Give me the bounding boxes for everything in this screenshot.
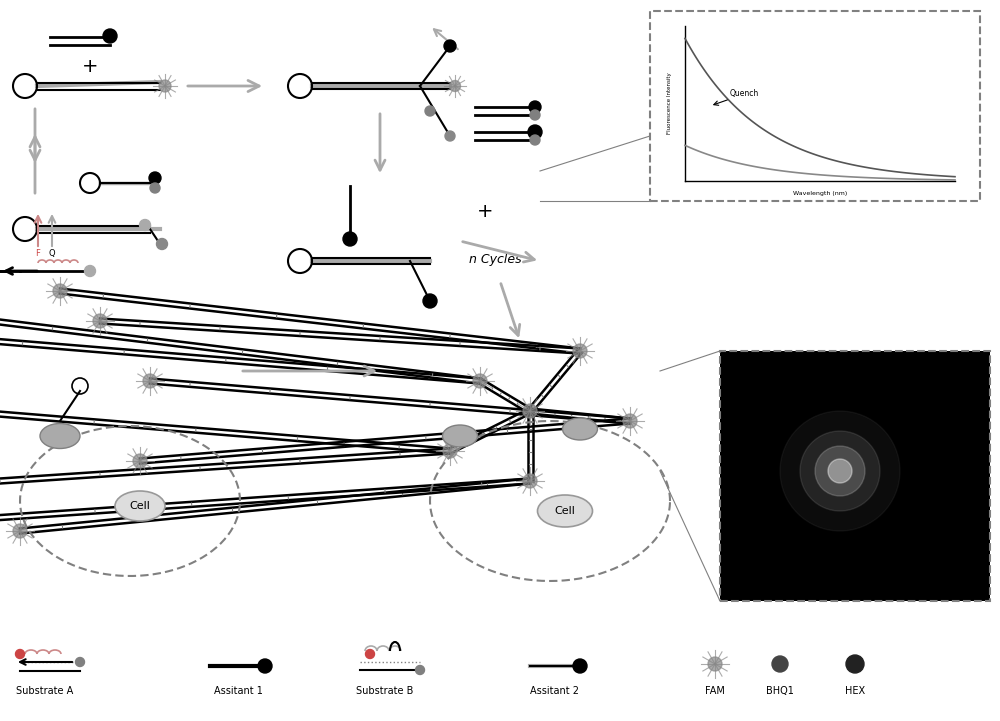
Circle shape bbox=[523, 474, 537, 488]
Circle shape bbox=[416, 665, 424, 675]
Circle shape bbox=[53, 284, 67, 298]
Text: HEX: HEX bbox=[845, 686, 865, 696]
Circle shape bbox=[780, 411, 900, 531]
FancyBboxPatch shape bbox=[720, 351, 990, 601]
Circle shape bbox=[623, 414, 637, 428]
Text: +: + bbox=[82, 56, 98, 76]
Ellipse shape bbox=[115, 491, 165, 521]
Text: F: F bbox=[36, 249, 40, 258]
FancyBboxPatch shape bbox=[650, 11, 980, 201]
Ellipse shape bbox=[538, 495, 592, 527]
Text: Fluorescence Intensity: Fluorescence Intensity bbox=[667, 73, 672, 134]
Circle shape bbox=[159, 80, 171, 92]
Circle shape bbox=[84, 265, 96, 276]
Circle shape bbox=[443, 444, 457, 458]
Circle shape bbox=[143, 374, 157, 388]
Circle shape bbox=[708, 657, 722, 671]
Circle shape bbox=[846, 655, 864, 673]
Text: BHQ1: BHQ1 bbox=[766, 686, 794, 696]
Circle shape bbox=[93, 314, 107, 328]
Circle shape bbox=[13, 524, 27, 538]
Circle shape bbox=[523, 404, 537, 418]
Circle shape bbox=[772, 656, 788, 672]
Text: Q: Q bbox=[49, 249, 55, 258]
Circle shape bbox=[103, 29, 117, 43]
Circle shape bbox=[425, 106, 435, 116]
Text: Cell: Cell bbox=[555, 506, 575, 516]
Circle shape bbox=[133, 454, 147, 468]
Circle shape bbox=[343, 232, 357, 246]
Text: FAM: FAM bbox=[705, 686, 725, 696]
Ellipse shape bbox=[562, 418, 598, 440]
Circle shape bbox=[76, 658, 84, 666]
Circle shape bbox=[828, 459, 852, 483]
Text: n Cycles: n Cycles bbox=[469, 252, 521, 265]
Circle shape bbox=[423, 294, 437, 308]
Circle shape bbox=[258, 659, 272, 673]
Circle shape bbox=[530, 135, 540, 145]
Circle shape bbox=[445, 131, 455, 141]
Circle shape bbox=[529, 101, 541, 113]
Circle shape bbox=[156, 239, 168, 249]
Circle shape bbox=[573, 344, 587, 358]
Circle shape bbox=[140, 219, 150, 231]
Text: Cell: Cell bbox=[130, 501, 150, 511]
Circle shape bbox=[444, 40, 456, 52]
Text: Assitant 2: Assitant 2 bbox=[530, 686, 580, 696]
Text: Wavelength (nm): Wavelength (nm) bbox=[793, 191, 847, 196]
Circle shape bbox=[450, 81, 460, 92]
Text: +: + bbox=[477, 201, 493, 221]
Circle shape bbox=[800, 431, 880, 511]
Circle shape bbox=[530, 110, 540, 120]
Ellipse shape bbox=[40, 423, 80, 448]
Circle shape bbox=[473, 374, 487, 388]
Circle shape bbox=[815, 446, 865, 496]
Text: Substrate B: Substrate B bbox=[356, 686, 414, 696]
Circle shape bbox=[16, 650, 24, 658]
Text: Quench: Quench bbox=[730, 89, 759, 98]
Text: Assitant 1: Assitant 1 bbox=[214, 686, 262, 696]
Circle shape bbox=[150, 183, 160, 193]
Circle shape bbox=[149, 172, 161, 184]
Circle shape bbox=[528, 125, 542, 139]
Text: Substrate A: Substrate A bbox=[16, 686, 74, 696]
Circle shape bbox=[573, 659, 587, 673]
Circle shape bbox=[366, 650, 374, 658]
Ellipse shape bbox=[442, 425, 478, 447]
